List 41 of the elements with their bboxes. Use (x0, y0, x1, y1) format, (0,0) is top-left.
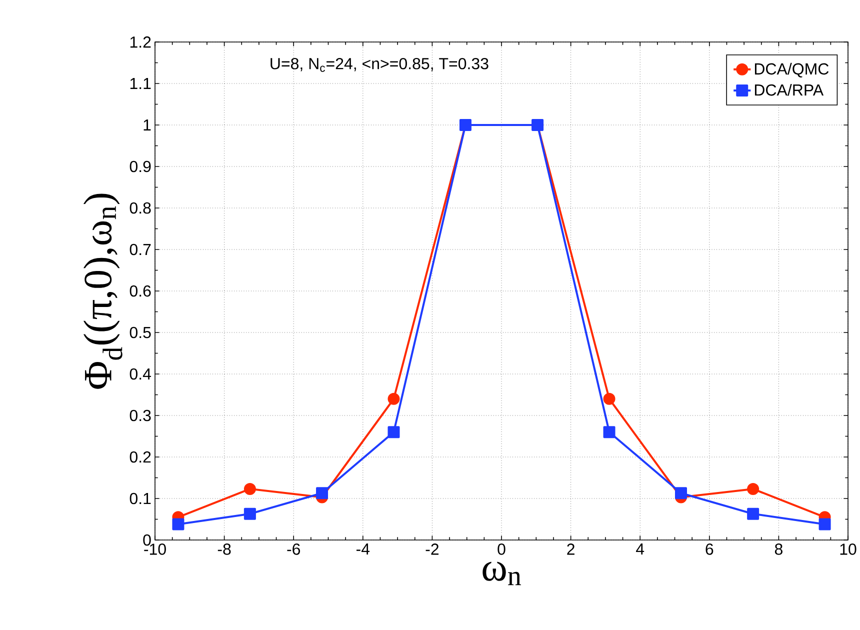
y-tick-label: 0.4 (130, 368, 151, 380)
point (388, 426, 400, 438)
point (674, 487, 687, 500)
y-tick-label: 1 (144, 119, 151, 130)
x-tick-label: 4 (636, 544, 644, 555)
point (747, 482, 760, 495)
point (388, 392, 400, 405)
y-tick-label: 0.3 (130, 410, 151, 422)
y-tick-label: 0.7 (130, 244, 151, 256)
x-tick-label: -2 (426, 544, 439, 555)
point (316, 487, 328, 500)
x-axis-title: ω$_{n}$ (482, 562, 521, 586)
x-tick-label: -10 (144, 544, 166, 555)
x-tick-label: 2 (567, 544, 574, 555)
y-tick-label: 0.9 (130, 160, 151, 172)
point (747, 508, 760, 520)
legend-label: DCA/RPA (754, 84, 824, 96)
y-tick-label: 0.6 (130, 285, 151, 297)
y-tick-label: 0.8 (130, 202, 151, 214)
y-tick-label: 0 (143, 534, 151, 546)
point (244, 508, 256, 520)
point (603, 426, 616, 438)
y-tick-label: 1.1 (130, 78, 151, 89)
point (603, 392, 616, 405)
x-tick-label: 0 (498, 544, 506, 555)
y-tick-label: 0.2 (130, 451, 151, 463)
y-tick-label: 0.5 (130, 326, 151, 338)
x-tick-label: -8 (218, 544, 231, 555)
y-tick-label: 0.1 (130, 492, 151, 504)
point (818, 518, 831, 530)
point (172, 518, 184, 530)
x-tick-label: 10 (840, 544, 856, 555)
x-tick-label: -4 (356, 544, 370, 555)
legend-label: DCA/QMC (754, 62, 829, 78)
x-tick-label: 6 (706, 544, 714, 555)
x-tick-label: -6 (287, 544, 300, 555)
y-tick-label: 1.2 (130, 36, 151, 48)
point (244, 482, 256, 495)
annotation: U=8, N$_{c}$=24, <n>=0.85, T=0.33 (270, 58, 488, 72)
y-axis-title: Φ$_{d}$((π,0),ω$_{n}$) (83, 194, 122, 389)
x-tick-label: 8 (774, 544, 782, 555)
